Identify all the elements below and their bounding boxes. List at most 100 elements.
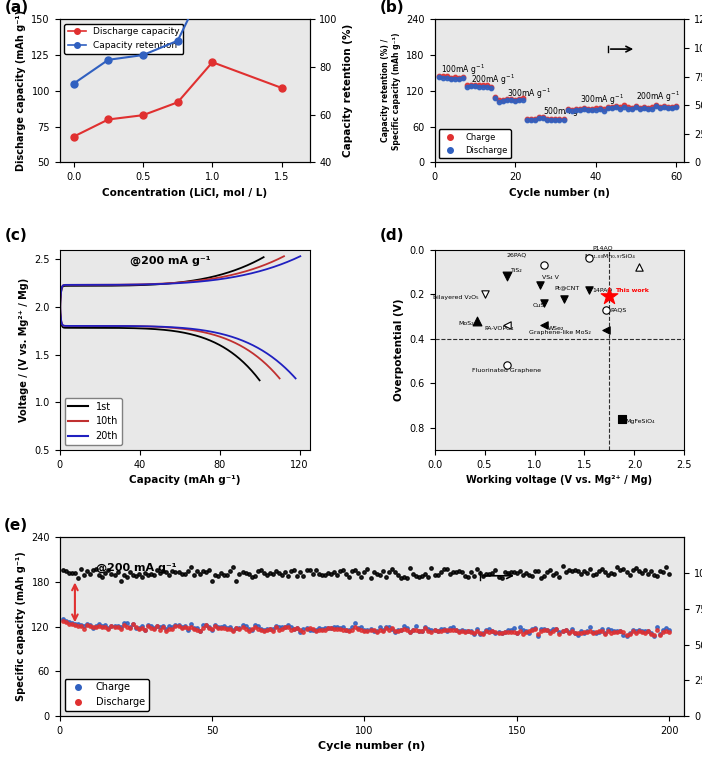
Point	[477, 570, 489, 582]
Point	[526, 114, 537, 126]
Point	[501, 360, 512, 372]
Point	[590, 626, 602, 638]
Point	[289, 622, 300, 634]
Point	[240, 623, 251, 635]
Point	[426, 562, 437, 574]
Point	[554, 113, 565, 126]
Point	[566, 104, 577, 116]
Point	[106, 620, 117, 632]
Point	[642, 567, 654, 580]
Point	[578, 627, 590, 639]
Point	[365, 572, 376, 584]
Point	[359, 624, 370, 637]
Point	[267, 624, 279, 637]
Point	[563, 627, 574, 639]
Point	[463, 625, 474, 638]
Point	[392, 624, 404, 637]
Point	[182, 624, 193, 636]
Point	[231, 622, 242, 634]
Point	[566, 565, 577, 578]
Point	[100, 621, 111, 633]
Point	[618, 100, 630, 112]
Point	[218, 621, 230, 633]
Point	[325, 567, 336, 580]
Point	[542, 624, 553, 637]
Point	[505, 94, 517, 106]
Point	[225, 621, 236, 633]
Point	[60, 565, 72, 578]
Point	[69, 567, 81, 579]
Point	[645, 564, 656, 577]
Point	[649, 569, 660, 581]
Point	[490, 564, 501, 577]
Point	[261, 624, 272, 637]
Point	[143, 619, 154, 631]
Point	[75, 618, 86, 631]
Point	[582, 104, 593, 116]
Point	[636, 567, 647, 579]
Point	[569, 564, 581, 577]
Point	[459, 570, 470, 582]
Point	[468, 628, 479, 641]
Point	[510, 95, 521, 107]
Point	[508, 565, 519, 578]
Point	[601, 303, 612, 316]
Point	[562, 102, 573, 115]
Point	[479, 288, 490, 300]
Point	[533, 628, 544, 640]
Point	[84, 619, 95, 631]
Point	[145, 622, 157, 634]
Point	[395, 624, 406, 637]
Point	[124, 621, 135, 633]
Point	[465, 79, 477, 92]
Point	[465, 566, 477, 578]
Point	[182, 564, 193, 577]
Point	[667, 100, 678, 112]
Point	[359, 566, 370, 578]
Point	[72, 620, 84, 632]
Point	[93, 620, 105, 632]
Text: bilayered V₂O₅: bilayered V₂O₅	[432, 295, 478, 300]
Point	[566, 623, 577, 635]
Point	[534, 112, 545, 124]
Point	[423, 623, 434, 635]
Point	[79, 620, 90, 632]
Legend: Charge, Discharge: Charge, Discharge	[65, 678, 149, 711]
Point	[274, 567, 285, 579]
Point	[234, 623, 245, 635]
Point	[216, 621, 227, 634]
Point	[598, 103, 609, 116]
Point	[301, 564, 312, 576]
Point	[380, 621, 392, 634]
Text: CuS: CuS	[533, 303, 545, 309]
Point	[179, 568, 190, 581]
Point	[167, 621, 178, 633]
Point	[127, 618, 138, 631]
Point	[79, 622, 90, 634]
Point	[548, 622, 559, 634]
Point	[661, 622, 672, 634]
Point	[642, 102, 654, 115]
Point	[562, 104, 573, 116]
Point	[301, 622, 312, 634]
Point	[663, 624, 675, 636]
Point	[522, 113, 533, 126]
Point	[630, 624, 642, 637]
Point	[131, 570, 142, 582]
X-axis label: Working voltage (V vs. Mg²⁺ / Mg): Working voltage (V vs. Mg²⁺ / Mg)	[466, 475, 653, 485]
Point	[498, 95, 509, 108]
Point	[606, 627, 617, 639]
Point	[118, 569, 129, 581]
Point	[661, 625, 672, 638]
Point	[557, 624, 568, 637]
Point	[624, 627, 635, 639]
Point	[350, 618, 361, 630]
Point	[277, 621, 288, 634]
X-axis label: Capacity (mAh g⁻¹): Capacity (mAh g⁻¹)	[129, 475, 240, 485]
Point	[490, 627, 501, 639]
Text: (d): (d)	[380, 227, 404, 243]
Point	[484, 626, 495, 638]
Point	[477, 79, 489, 92]
Point	[133, 567, 145, 580]
Point	[386, 622, 397, 634]
